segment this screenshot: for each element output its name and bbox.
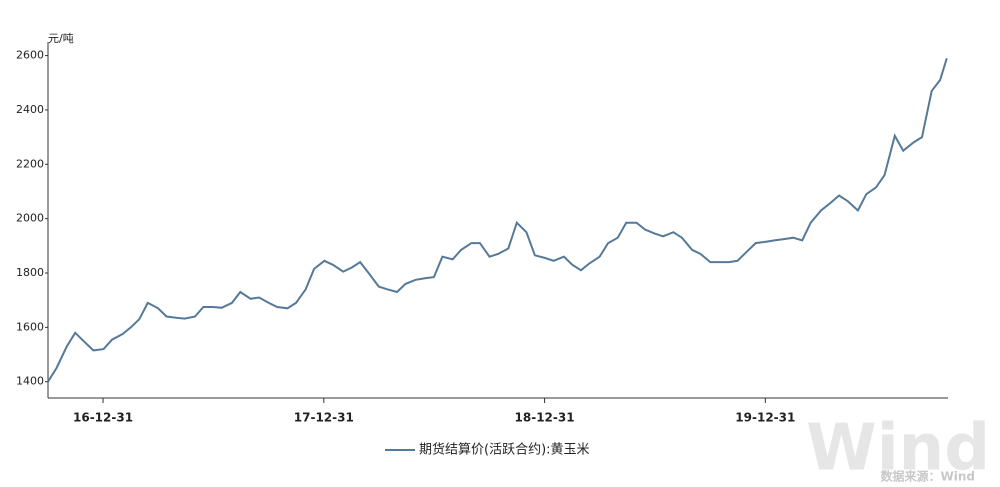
y-tick-label: 1400 — [16, 375, 44, 388]
source: 数据来源：Wind — [881, 469, 975, 484]
watermark: Wind — [806, 412, 990, 486]
x-tick-label: 19-12-31 — [735, 411, 795, 425]
y-tick-label: 2400 — [16, 103, 44, 116]
line-series — [47, 58, 948, 383]
x-tick-label: 16-12-31 — [73, 411, 133, 425]
y-tick-label: 2200 — [16, 157, 44, 170]
x-tick-label: 17-12-31 — [294, 411, 354, 425]
y-tick-label: 2000 — [16, 212, 44, 225]
legend-label: 期货结算价(活跃合约):黄玉米 — [419, 442, 590, 458]
y-tick-label: 1600 — [16, 320, 44, 333]
x-tick-label: 18-12-31 — [515, 411, 575, 425]
y-unit: 元/吨 — [48, 32, 74, 45]
y-tick-label: 2600 — [16, 49, 44, 62]
y-tick-label: 1800 — [16, 266, 44, 279]
